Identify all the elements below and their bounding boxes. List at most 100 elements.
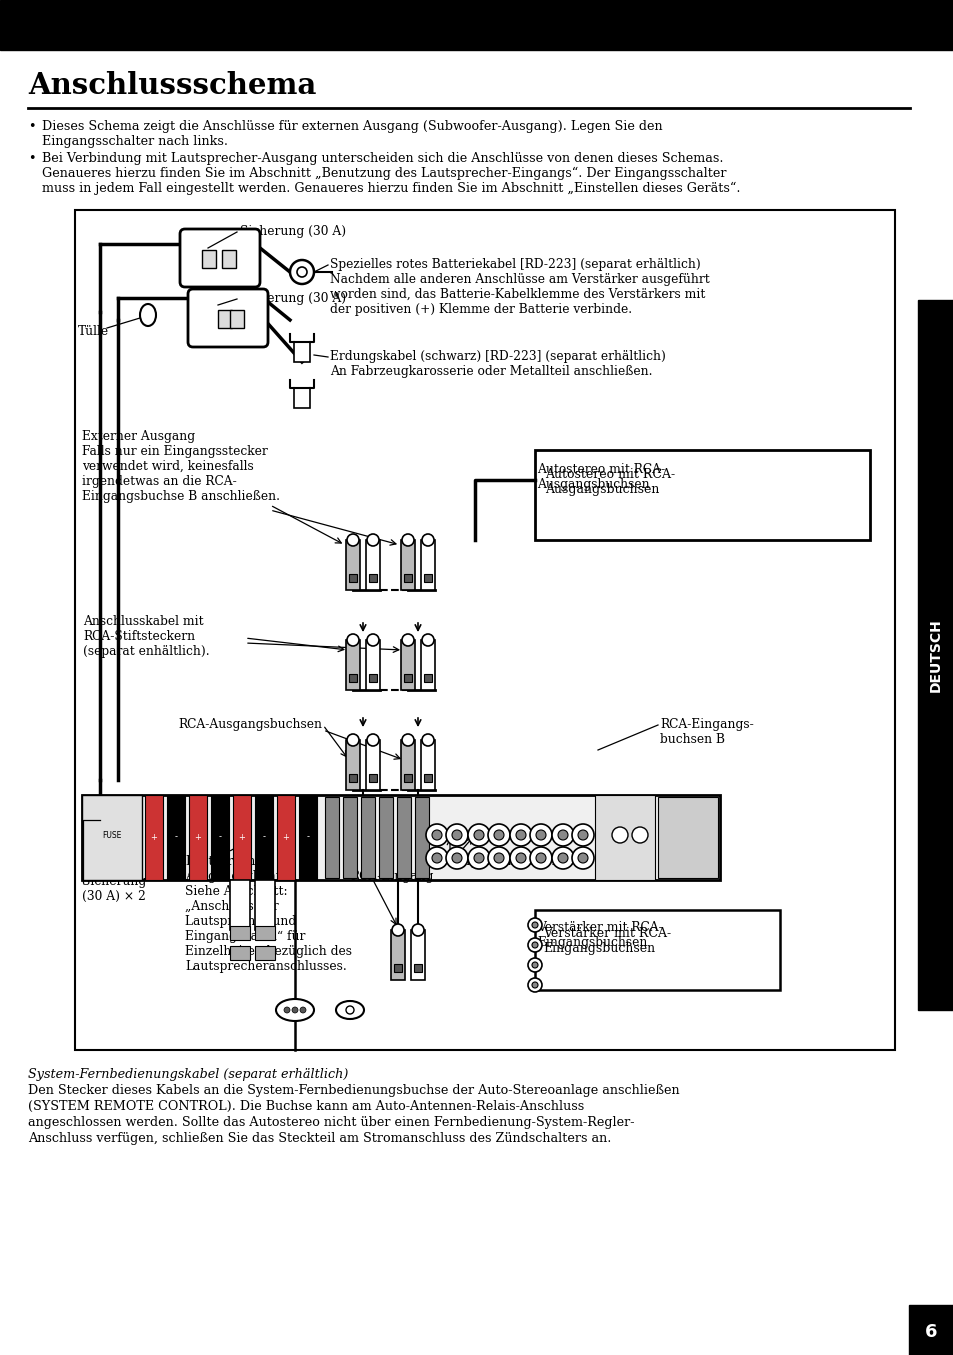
Text: der positiven (+) Klemme der Batterie verbinde.: der positiven (+) Klemme der Batterie ve… — [330, 304, 632, 316]
Bar — [254, 795, 273, 879]
Text: 6: 6 — [923, 1322, 936, 1341]
Circle shape — [516, 831, 525, 840]
Circle shape — [488, 824, 510, 846]
Bar — [349, 673, 356, 682]
Text: Sicherung (30 A): Sicherung (30 A) — [240, 291, 346, 305]
Circle shape — [346, 1005, 354, 1014]
Circle shape — [510, 847, 532, 869]
Text: Spezielles rotes Batteriekabel [RD-223] (separat erhältlich): Spezielles rotes Batteriekabel [RD-223] … — [330, 257, 700, 271]
Circle shape — [631, 827, 647, 843]
Circle shape — [367, 534, 378, 546]
Circle shape — [401, 634, 414, 646]
Circle shape — [347, 734, 358, 747]
Text: FUSE: FUSE — [102, 831, 122, 840]
Circle shape — [347, 534, 358, 546]
Bar — [378, 797, 393, 878]
Circle shape — [530, 824, 552, 846]
Circle shape — [572, 847, 594, 869]
Bar — [189, 795, 207, 879]
Bar — [298, 795, 316, 879]
Circle shape — [612, 827, 627, 843]
Bar — [211, 795, 229, 879]
Text: Erdungskabel (schwarz) [RD-223] (separat erhältlich): Erdungskabel (schwarz) [RD-223] (separat… — [330, 350, 665, 363]
Circle shape — [421, 534, 434, 546]
Bar — [400, 740, 415, 790]
Text: Tülle: Tülle — [78, 325, 109, 337]
Bar — [403, 673, 412, 682]
Text: Verstärker mit RCA-: Verstärker mit RCA- — [542, 927, 670, 940]
Circle shape — [527, 958, 541, 972]
Bar — [325, 797, 338, 878]
Text: Verstärker mit RCA-: Verstärker mit RCA- — [537, 921, 662, 934]
Circle shape — [401, 734, 414, 747]
Bar — [254, 879, 274, 930]
Circle shape — [392, 924, 403, 936]
Circle shape — [426, 824, 448, 846]
Circle shape — [578, 831, 587, 840]
Bar — [400, 541, 415, 589]
Circle shape — [516, 854, 525, 863]
Text: Lautsprecher und: Lautsprecher und — [185, 915, 296, 928]
Bar — [403, 774, 412, 782]
Bar — [420, 541, 435, 589]
Bar — [145, 795, 163, 879]
Text: Lautsprecher-: Lautsprecher- — [185, 855, 273, 869]
Circle shape — [527, 978, 541, 992]
Text: Eingangsbuchsen: Eingangsbuchsen — [542, 942, 655, 955]
Bar — [658, 797, 718, 878]
Bar — [230, 946, 250, 959]
Bar — [369, 673, 376, 682]
Circle shape — [292, 1007, 297, 1014]
Text: Siehe Abschnitt:: Siehe Abschnitt: — [185, 885, 287, 898]
Bar — [420, 640, 435, 690]
Bar — [403, 575, 412, 583]
Text: Eingangskabel“ für: Eingangskabel“ für — [185, 930, 305, 943]
Text: irgendetwas an die RCA-: irgendetwas an die RCA- — [82, 476, 236, 488]
Text: Ausgangsbuchsen: Ausgangsbuchsen — [544, 482, 659, 496]
Circle shape — [468, 847, 490, 869]
Bar — [414, 963, 421, 972]
Bar — [230, 310, 244, 328]
FancyBboxPatch shape — [188, 289, 268, 347]
Text: Sicherung (30 A): Sicherung (30 A) — [240, 225, 346, 238]
Circle shape — [432, 854, 441, 863]
Circle shape — [421, 734, 434, 747]
Circle shape — [296, 267, 307, 276]
Circle shape — [558, 854, 567, 863]
Circle shape — [552, 824, 574, 846]
Text: •: • — [28, 152, 35, 165]
Bar — [415, 797, 429, 878]
Circle shape — [452, 831, 461, 840]
Text: Den Stecker dieses Kabels an die System-Fernbedienungsbuchse der Auto-Stereoanla: Den Stecker dieses Kabels an die System-… — [28, 1084, 679, 1098]
Text: +: + — [194, 832, 201, 841]
Bar — [233, 795, 251, 879]
Bar — [346, 740, 359, 790]
Circle shape — [510, 824, 532, 846]
Text: Anschluss verfügen, schließen Sie das Steckteil am Stromanschluss des Zündschalt: Anschluss verfügen, schließen Sie das St… — [28, 1131, 611, 1145]
Bar — [82, 795, 142, 879]
Ellipse shape — [275, 999, 314, 1022]
Text: (separat enhältlich).: (separat enhältlich). — [83, 645, 210, 659]
Text: -: - — [218, 832, 221, 841]
Text: -: - — [262, 832, 265, 841]
Bar — [167, 795, 185, 879]
Bar — [366, 541, 379, 589]
Bar — [366, 740, 379, 790]
Text: Einzelheiten bezüglich des: Einzelheiten bezüglich des — [185, 944, 352, 958]
Text: „Anschluss der: „Anschluss der — [185, 900, 278, 913]
Circle shape — [299, 1007, 306, 1014]
Text: Eingangsschalter nach links.: Eingangsschalter nach links. — [42, 136, 228, 148]
Circle shape — [347, 634, 358, 646]
Circle shape — [494, 831, 503, 840]
Bar — [411, 930, 424, 980]
Circle shape — [290, 260, 314, 285]
Circle shape — [532, 921, 537, 928]
Text: Dieses Schema zeigt die Anschlüsse für externen Ausgang (Subwoofer-Ausgang). Leg: Dieses Schema zeigt die Anschlüsse für e… — [42, 121, 662, 133]
Bar — [82, 795, 720, 879]
Bar — [391, 930, 405, 980]
Text: -: - — [174, 832, 177, 841]
Bar — [400, 640, 415, 690]
Bar — [75, 210, 894, 1050]
Circle shape — [530, 847, 552, 869]
Bar — [346, 541, 359, 589]
